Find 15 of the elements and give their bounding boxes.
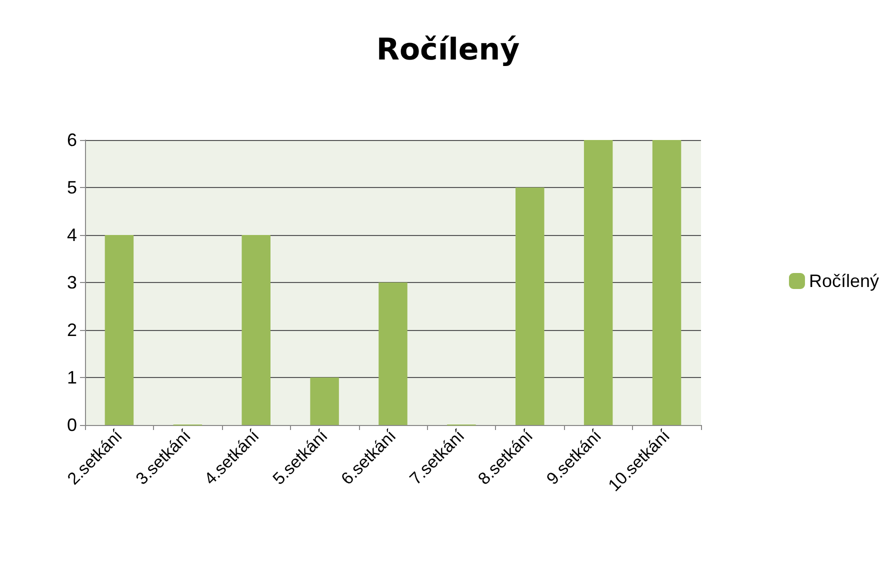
bar: [242, 235, 270, 425]
bar: [310, 378, 339, 425]
y-tick-label: 2: [66, 320, 77, 340]
y-tick-label: 4: [66, 225, 77, 245]
y-tick-label: 5: [66, 178, 77, 198]
legend-label: Ročílený: [808, 271, 879, 291]
y-tick-label: 3: [66, 272, 77, 292]
y-tick-label: 6: [66, 130, 77, 150]
bar: [584, 140, 613, 425]
bar: [378, 282, 408, 425]
bar: [516, 188, 544, 425]
chart-title: Ročílený: [376, 32, 520, 68]
bar: [104, 235, 134, 425]
y-tick-label: 1: [66, 368, 77, 388]
bar: [652, 140, 682, 425]
